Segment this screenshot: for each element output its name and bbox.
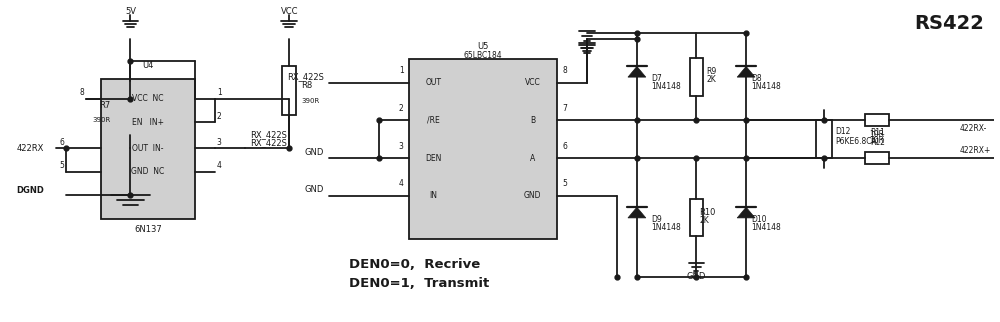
Text: D7: D7: [651, 74, 662, 83]
Text: GND  NC: GND NC: [131, 167, 164, 176]
Text: DEN: DEN: [425, 154, 442, 163]
Polygon shape: [737, 207, 755, 218]
Text: GND: GND: [305, 185, 324, 194]
Text: 2K: 2K: [699, 216, 709, 225]
Text: 422RX-: 422RX-: [960, 124, 987, 133]
Text: R7: R7: [99, 101, 111, 110]
Bar: [865, 114, 889, 126]
Text: D9: D9: [651, 215, 662, 224]
Text: 4: 4: [217, 161, 222, 170]
Text: 8: 8: [562, 66, 567, 75]
Text: 5: 5: [59, 161, 64, 170]
Text: 1N4148: 1N4148: [651, 82, 681, 91]
Bar: [816, 120, 832, 158]
Text: R11: R11: [870, 128, 885, 137]
Bar: [282, 66, 296, 115]
Polygon shape: [628, 66, 646, 77]
Text: P6KE6.8CA: P6KE6.8CA: [835, 137, 877, 146]
Text: DEN0=0,  Recrive: DEN0=0, Recrive: [349, 258, 480, 270]
Bar: [101, 79, 195, 220]
Text: GND: GND: [524, 191, 541, 200]
Text: R10: R10: [699, 208, 716, 217]
Text: VCC  NC: VCC NC: [132, 94, 164, 103]
Text: 5V: 5V: [125, 7, 136, 16]
Text: 6N137: 6N137: [134, 225, 162, 234]
Text: RS422: RS422: [915, 14, 985, 33]
Text: VCC: VCC: [281, 7, 298, 16]
Bar: [124, 86, 137, 135]
Text: 65LBC184: 65LBC184: [464, 52, 502, 61]
Text: 1N4148: 1N4148: [751, 82, 781, 91]
Text: D8: D8: [751, 74, 762, 83]
Text: GND: GND: [687, 272, 706, 281]
Text: 3: 3: [399, 142, 404, 151]
Text: EN   IN+: EN IN+: [132, 118, 164, 127]
Text: U5: U5: [477, 42, 489, 51]
Text: OUT: OUT: [425, 78, 441, 87]
Text: 2: 2: [399, 104, 404, 113]
Text: DGND: DGND: [16, 186, 44, 195]
Text: OUT  IN-: OUT IN-: [132, 144, 164, 153]
Text: 390R: 390R: [301, 98, 320, 104]
Text: D12: D12: [835, 127, 851, 136]
Bar: [409, 59, 557, 239]
Text: 2K: 2K: [706, 75, 716, 84]
Text: RX_422S: RX_422S: [287, 72, 324, 81]
Text: 6: 6: [562, 142, 567, 151]
Text: U4: U4: [142, 61, 154, 70]
Text: 3: 3: [217, 138, 222, 147]
Text: 1N4148: 1N4148: [651, 223, 681, 232]
Text: 1N4148: 1N4148: [751, 223, 781, 232]
Text: RX_422S: RX_422S: [250, 138, 287, 147]
Bar: [690, 58, 703, 96]
Text: DEN0=1,  Transmit: DEN0=1, Transmit: [349, 278, 489, 290]
Text: 1: 1: [399, 66, 404, 75]
Text: 390R: 390R: [92, 117, 111, 123]
Text: 422RX+: 422RX+: [960, 146, 991, 155]
Text: 422RX: 422RX: [16, 144, 44, 153]
Text: 2: 2: [217, 112, 222, 121]
Text: A: A: [530, 154, 535, 163]
Polygon shape: [737, 66, 755, 77]
Text: /RE: /RE: [427, 116, 440, 125]
Text: 10R: 10R: [870, 136, 885, 145]
Text: GND: GND: [305, 147, 324, 156]
Text: 7: 7: [562, 104, 567, 113]
Bar: [690, 199, 703, 236]
Text: 10R: 10R: [870, 130, 885, 139]
Text: 6: 6: [59, 138, 64, 147]
Bar: [865, 152, 889, 164]
Text: RX_422S: RX_422S: [250, 130, 287, 139]
Text: VCC: VCC: [525, 78, 541, 87]
Text: B: B: [530, 116, 535, 125]
Text: D10: D10: [751, 215, 767, 224]
Text: 1: 1: [217, 88, 222, 97]
Text: 4: 4: [399, 179, 404, 188]
Text: R12: R12: [870, 138, 885, 147]
Text: R8: R8: [301, 81, 313, 90]
Text: R9: R9: [706, 67, 717, 76]
Text: IN: IN: [429, 191, 437, 200]
Text: 8: 8: [79, 88, 84, 97]
Polygon shape: [628, 207, 646, 218]
Text: 5: 5: [562, 179, 567, 188]
